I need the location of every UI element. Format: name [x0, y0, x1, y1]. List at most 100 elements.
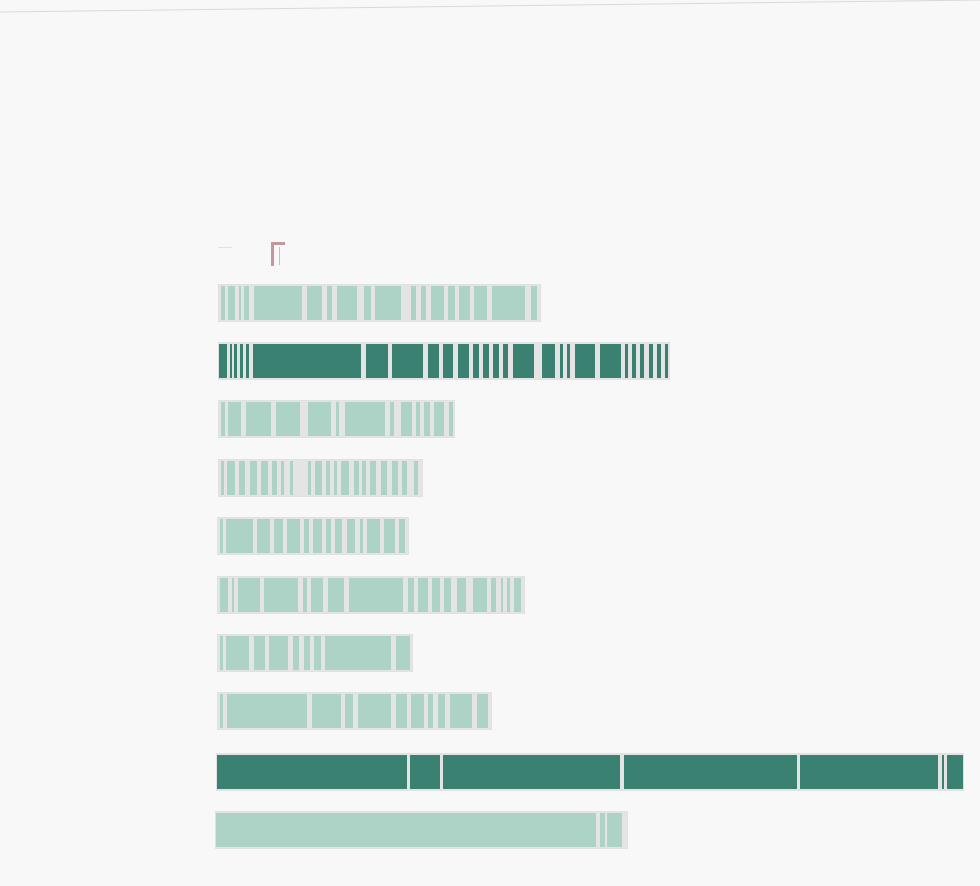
bar-segment [254, 286, 302, 320]
bar-segment [257, 519, 270, 553]
bar-segment [450, 694, 472, 728]
bar-row-4[interactable] [218, 459, 423, 497]
bar-segment [311, 578, 323, 612]
bar-segment [303, 578, 307, 612]
bar-segment [244, 286, 249, 320]
bar-segment [326, 461, 330, 495]
bar-row-10[interactable] [215, 811, 628, 849]
bar-segment [408, 578, 414, 612]
bar-segment [507, 578, 510, 612]
bar-segment [240, 344, 243, 378]
corner-bracket-icon [271, 242, 285, 266]
bar-segment [392, 461, 398, 495]
bar-segment [220, 519, 223, 553]
bar-segment [503, 344, 508, 378]
bar-segment [272, 461, 277, 495]
bar-segment [226, 636, 249, 670]
bar-segment [254, 636, 265, 670]
bar-segment [253, 344, 361, 378]
bar-segment [276, 402, 300, 436]
bar-segment [401, 402, 412, 436]
bar-segment [360, 519, 363, 553]
bar-segment [491, 578, 496, 612]
bar-segment [219, 344, 227, 378]
bar-segment [246, 344, 249, 378]
bar-segment [227, 461, 235, 495]
bar-row-5[interactable] [217, 517, 409, 555]
bar-segment [308, 402, 331, 436]
bar-segment [226, 519, 253, 553]
bar-segment [800, 755, 938, 789]
bar-segment [392, 344, 423, 378]
bar-segment [560, 344, 563, 378]
bar-segment [402, 461, 407, 495]
bar-segment [307, 286, 322, 320]
bar-segment [269, 636, 288, 670]
bar-segment [600, 813, 605, 847]
bar-segment [349, 578, 403, 612]
bar-segment [657, 344, 661, 378]
bar-segment [334, 461, 337, 495]
bar-segment [250, 461, 257, 495]
header-row [218, 240, 338, 270]
bar-segment [418, 578, 428, 612]
bar-row-6[interactable] [217, 576, 525, 614]
bar-segment [221, 461, 224, 495]
bar-segment [370, 461, 376, 495]
bar-segment [246, 402, 271, 436]
bar-segment [281, 461, 284, 495]
bar-segment [325, 636, 391, 670]
bar-segment [327, 286, 332, 320]
bar-segment [381, 461, 387, 495]
bar-row-1[interactable] [218, 284, 541, 322]
bar-row-3[interactable] [218, 400, 455, 438]
bar-segment [220, 578, 228, 612]
bar-segment [428, 344, 439, 378]
bar-segment [600, 344, 621, 378]
bar-segment [328, 578, 344, 612]
bar-segment [942, 755, 944, 789]
bar-segment [428, 694, 433, 728]
bar-segment [483, 344, 489, 378]
bar-row-2[interactable] [218, 342, 670, 380]
bar-segment [384, 519, 395, 553]
bar-segment [239, 286, 241, 320]
bar-segment [477, 694, 488, 728]
bar-segment [514, 578, 521, 612]
bar-segment [424, 402, 430, 436]
bar-segment [220, 636, 223, 670]
bar-segment [438, 694, 445, 728]
bar-row-7[interactable] [217, 634, 413, 672]
bar-segment [473, 344, 479, 378]
bar-segment [364, 286, 371, 320]
bar-segment [326, 519, 331, 553]
bar-segment [274, 519, 283, 553]
bar-segment [501, 578, 503, 612]
bar-segment [414, 461, 418, 495]
bar-segment [444, 578, 451, 612]
bar-segment [362, 461, 366, 495]
bar-segment [625, 344, 628, 378]
bar-segment [314, 636, 321, 670]
bar-segment [649, 344, 653, 378]
bar-segment [390, 402, 394, 436]
bar-segment [234, 344, 237, 378]
bar-segment [304, 519, 309, 553]
bar-segment [411, 694, 424, 728]
bar-row-8[interactable] [217, 692, 492, 730]
bar-segment [238, 578, 260, 612]
bar-segment [396, 694, 407, 728]
bar-segment [287, 519, 300, 553]
bar-segment [345, 402, 385, 436]
bar-segment [220, 694, 223, 728]
bar-segment [293, 636, 299, 670]
bar-segment [335, 519, 342, 553]
bar-segment [399, 519, 405, 553]
bar-row-9[interactable] [216, 753, 964, 791]
bar-segment [239, 461, 245, 495]
bar-segment [264, 578, 298, 612]
bar-segment [640, 344, 644, 378]
bar-segment [375, 286, 401, 320]
bar-segment [345, 694, 353, 728]
